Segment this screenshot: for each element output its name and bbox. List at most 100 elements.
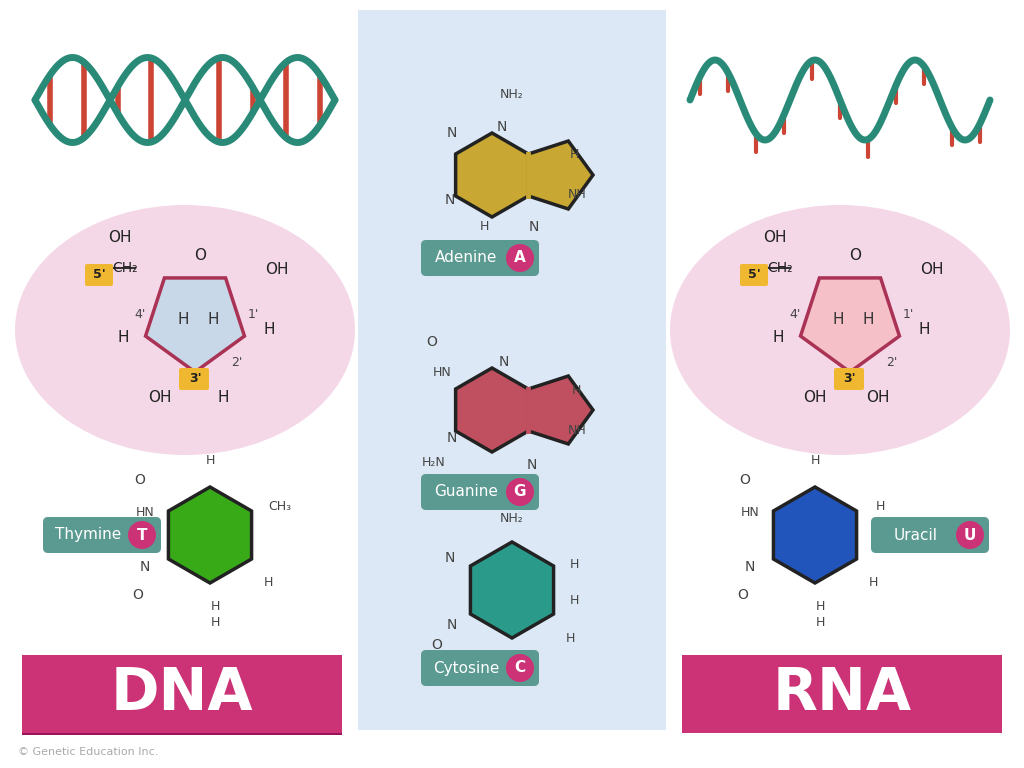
FancyBboxPatch shape (22, 709, 342, 711)
FancyBboxPatch shape (22, 667, 342, 669)
FancyBboxPatch shape (22, 673, 342, 675)
Text: HN: HN (740, 507, 760, 519)
FancyBboxPatch shape (22, 713, 342, 715)
Text: H: H (479, 220, 488, 233)
FancyBboxPatch shape (22, 711, 342, 713)
FancyBboxPatch shape (22, 679, 342, 681)
Text: O: O (194, 247, 206, 263)
FancyBboxPatch shape (22, 665, 342, 667)
Text: O: O (737, 588, 749, 602)
Circle shape (128, 521, 156, 549)
FancyBboxPatch shape (22, 697, 342, 699)
FancyBboxPatch shape (22, 659, 342, 661)
Text: T: T (137, 528, 147, 542)
Text: RNA: RNA (772, 666, 911, 723)
Text: NH: NH (567, 423, 587, 436)
FancyBboxPatch shape (740, 264, 768, 286)
Text: 1': 1' (248, 309, 259, 322)
Text: H: H (210, 601, 220, 614)
Text: O: O (427, 335, 437, 349)
Text: 4': 4' (790, 309, 801, 322)
Text: H: H (263, 577, 272, 590)
Text: 5': 5' (748, 269, 761, 282)
Text: O: O (132, 588, 143, 602)
Text: U: U (964, 528, 976, 542)
Text: HN: HN (135, 507, 155, 519)
FancyBboxPatch shape (22, 717, 342, 719)
Text: A: A (514, 250, 526, 266)
Circle shape (956, 521, 984, 549)
FancyBboxPatch shape (22, 729, 342, 731)
Text: H: H (565, 631, 574, 644)
Text: Thymine: Thymine (55, 528, 121, 542)
Text: NH: NH (567, 188, 587, 201)
Text: G: G (514, 485, 526, 499)
FancyBboxPatch shape (22, 699, 342, 701)
Text: H: H (569, 594, 579, 607)
FancyBboxPatch shape (421, 240, 539, 276)
Text: CH₂: CH₂ (113, 261, 138, 275)
FancyBboxPatch shape (22, 705, 342, 707)
FancyBboxPatch shape (22, 725, 342, 727)
FancyBboxPatch shape (421, 650, 539, 686)
Text: H: H (919, 323, 930, 337)
Text: NH₂: NH₂ (500, 511, 524, 525)
FancyBboxPatch shape (22, 703, 342, 705)
FancyBboxPatch shape (871, 517, 989, 553)
Text: H: H (772, 330, 783, 346)
FancyBboxPatch shape (22, 681, 342, 683)
FancyBboxPatch shape (22, 683, 342, 685)
FancyBboxPatch shape (22, 693, 342, 695)
Polygon shape (528, 141, 593, 209)
FancyBboxPatch shape (22, 689, 342, 691)
Text: H: H (507, 671, 517, 684)
Text: 2': 2' (887, 356, 898, 369)
Text: H: H (868, 577, 878, 590)
Text: Adenine: Adenine (435, 250, 498, 266)
Text: 5': 5' (92, 269, 105, 282)
FancyBboxPatch shape (22, 695, 342, 697)
FancyBboxPatch shape (22, 663, 342, 665)
FancyBboxPatch shape (43, 517, 161, 553)
Circle shape (506, 478, 534, 506)
FancyBboxPatch shape (22, 669, 342, 671)
FancyBboxPatch shape (834, 368, 864, 390)
Text: N: N (499, 355, 509, 369)
Text: H: H (263, 323, 274, 337)
FancyBboxPatch shape (22, 675, 342, 677)
Text: OH: OH (803, 390, 826, 406)
Text: H: H (833, 313, 844, 327)
Text: H: H (815, 601, 824, 614)
Text: O: O (134, 473, 145, 487)
Text: H: H (571, 383, 581, 396)
Text: C: C (514, 660, 525, 676)
Text: N: N (528, 220, 540, 234)
Text: 3': 3' (844, 372, 856, 386)
FancyBboxPatch shape (22, 657, 342, 659)
FancyBboxPatch shape (22, 655, 342, 733)
Polygon shape (801, 278, 899, 372)
Text: N: N (444, 551, 456, 565)
FancyBboxPatch shape (421, 474, 539, 510)
Text: OH: OH (109, 230, 132, 246)
Polygon shape (773, 487, 856, 583)
Text: 4': 4' (134, 309, 145, 322)
Polygon shape (528, 376, 593, 444)
Text: © Genetic Education Inc.: © Genetic Education Inc. (18, 747, 159, 757)
FancyBboxPatch shape (22, 731, 342, 733)
Text: H: H (210, 617, 220, 630)
Text: CH₃: CH₃ (268, 501, 292, 514)
Circle shape (506, 244, 534, 272)
Text: OH: OH (921, 263, 944, 277)
Text: H: H (810, 453, 819, 466)
Text: N: N (446, 618, 457, 632)
Text: H: H (569, 558, 579, 571)
Text: NH₂: NH₂ (500, 88, 524, 101)
Text: OH: OH (866, 390, 890, 406)
Text: H: H (569, 148, 579, 161)
Text: N: N (497, 120, 507, 134)
Polygon shape (145, 278, 245, 372)
Polygon shape (456, 133, 528, 217)
Text: Cytosine: Cytosine (433, 660, 499, 676)
FancyBboxPatch shape (22, 719, 342, 721)
